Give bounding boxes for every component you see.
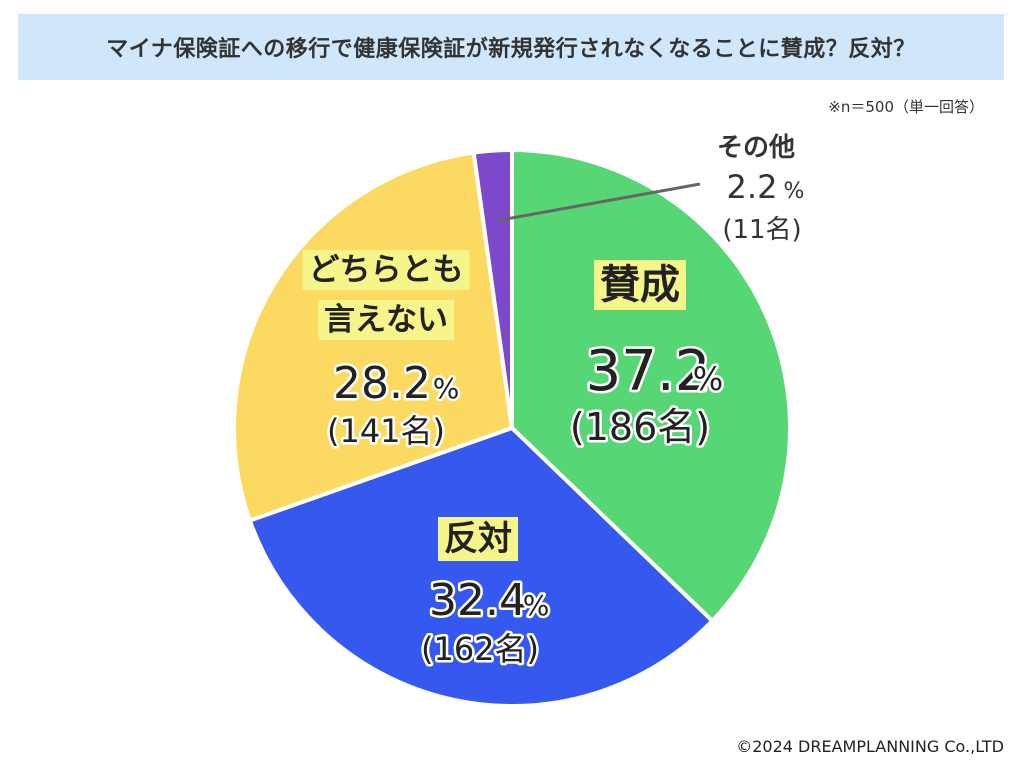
slice-value-1: 32.4: [429, 575, 527, 626]
title-bar: マイナ保険証への移行で健康保険証が新規発行されなくなることに賛成？反対？: [18, 14, 1004, 80]
sample-size-note: ※n＝500（単一回答）: [828, 98, 984, 116]
slice-label-1-highlight: [438, 517, 518, 561]
slice-label-2-0-highlight: [302, 250, 470, 290]
slice-value-3: 2.2: [727, 168, 778, 206]
slice-count-2: (141名): [327, 412, 445, 450]
pie-slice-0: [510, 148, 792, 623]
chart-title: マイナ保険証への移行で健康保険証が新規発行されなくなることに賛成？反対？: [106, 37, 916, 62]
slice-label-2-1-highlight: [318, 300, 454, 340]
slice-label-0-highlight: [594, 260, 686, 310]
slice-label-2-0-group: どちらとも: [302, 250, 470, 290]
pie-slice-1: [247, 426, 715, 708]
slice-label-1-group: 反対: [438, 517, 518, 561]
slice-label-2-1: 言えない: [324, 302, 448, 338]
slice-value-2: 28.2: [333, 358, 431, 409]
slice-count-0: (186名): [570, 405, 710, 449]
slice-label-0-group: 賛成: [594, 260, 686, 310]
slice-label-2-0: どちらとも: [309, 252, 464, 288]
slice-unit-0: %: [693, 360, 723, 398]
slice-unit-1: %: [523, 589, 550, 622]
slice-label-3: その他: [717, 133, 795, 163]
copyright: ©2024 DREAMPLANNING Co.,LTD: [736, 737, 1004, 756]
slice-unit-2: %: [433, 372, 460, 405]
slice-value-0: 37.2: [586, 339, 711, 404]
slice-count-1: (162名): [421, 630, 539, 668]
slice-count-3: (11名): [722, 215, 801, 245]
slice-label-2-1-group: 言えない: [318, 300, 454, 340]
slice-label-0: 賛成: [600, 262, 680, 308]
slice-label-1: 反対: [444, 519, 512, 559]
leader-line-other: [497, 182, 701, 222]
slice-unit-3: %: [784, 179, 805, 204]
